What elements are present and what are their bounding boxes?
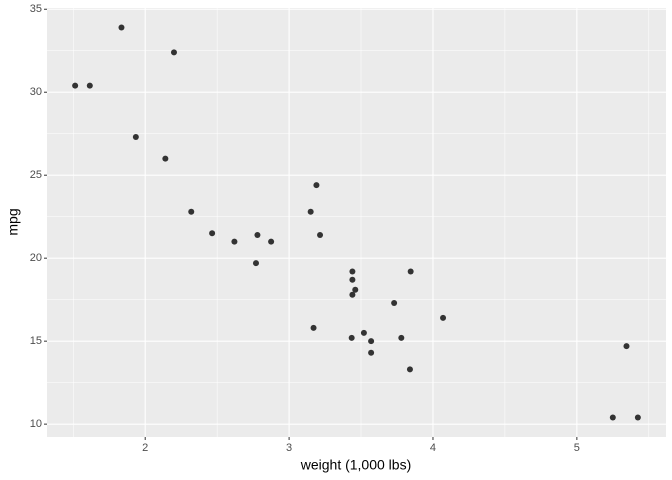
point [406, 366, 413, 373]
y-tick-label: 35 [30, 3, 42, 15]
point [623, 343, 630, 350]
point [349, 276, 356, 283]
y-tick-label: 25 [30, 169, 42, 181]
panel [47, 8, 666, 437]
x-axis-title: weight (1,000 lbs) [300, 457, 412, 473]
point [634, 414, 641, 421]
point [188, 208, 195, 215]
point [368, 349, 375, 356]
y-tick-label: 15 [30, 335, 42, 347]
point [162, 155, 169, 162]
point [360, 329, 367, 336]
point [170, 49, 177, 56]
y-axis-title: mpg [5, 208, 21, 235]
point [352, 286, 359, 293]
point [310, 324, 317, 331]
point [398, 334, 405, 341]
point [349, 268, 356, 275]
x-tick-label: 4 [430, 442, 436, 454]
point [132, 134, 139, 141]
point [391, 299, 398, 306]
point [407, 268, 414, 275]
point [209, 230, 216, 237]
point [609, 414, 616, 421]
y-tick-label: 30 [30, 86, 42, 98]
y-tick-label: 20 [30, 252, 42, 264]
y-tick-label: 10 [30, 418, 42, 430]
point [268, 238, 275, 245]
point [252, 260, 259, 267]
point [368, 338, 375, 345]
point [313, 182, 320, 189]
point [348, 334, 355, 341]
point [349, 291, 356, 298]
point [254, 231, 261, 238]
x-tick-label: 3 [286, 442, 292, 454]
point [231, 238, 238, 245]
point [440, 314, 447, 321]
x-tick-label: 2 [142, 442, 148, 454]
point [317, 231, 324, 238]
x-tick-label: 5 [574, 442, 580, 454]
point [86, 82, 93, 89]
point [118, 24, 125, 31]
point [307, 208, 314, 215]
point [72, 82, 79, 89]
